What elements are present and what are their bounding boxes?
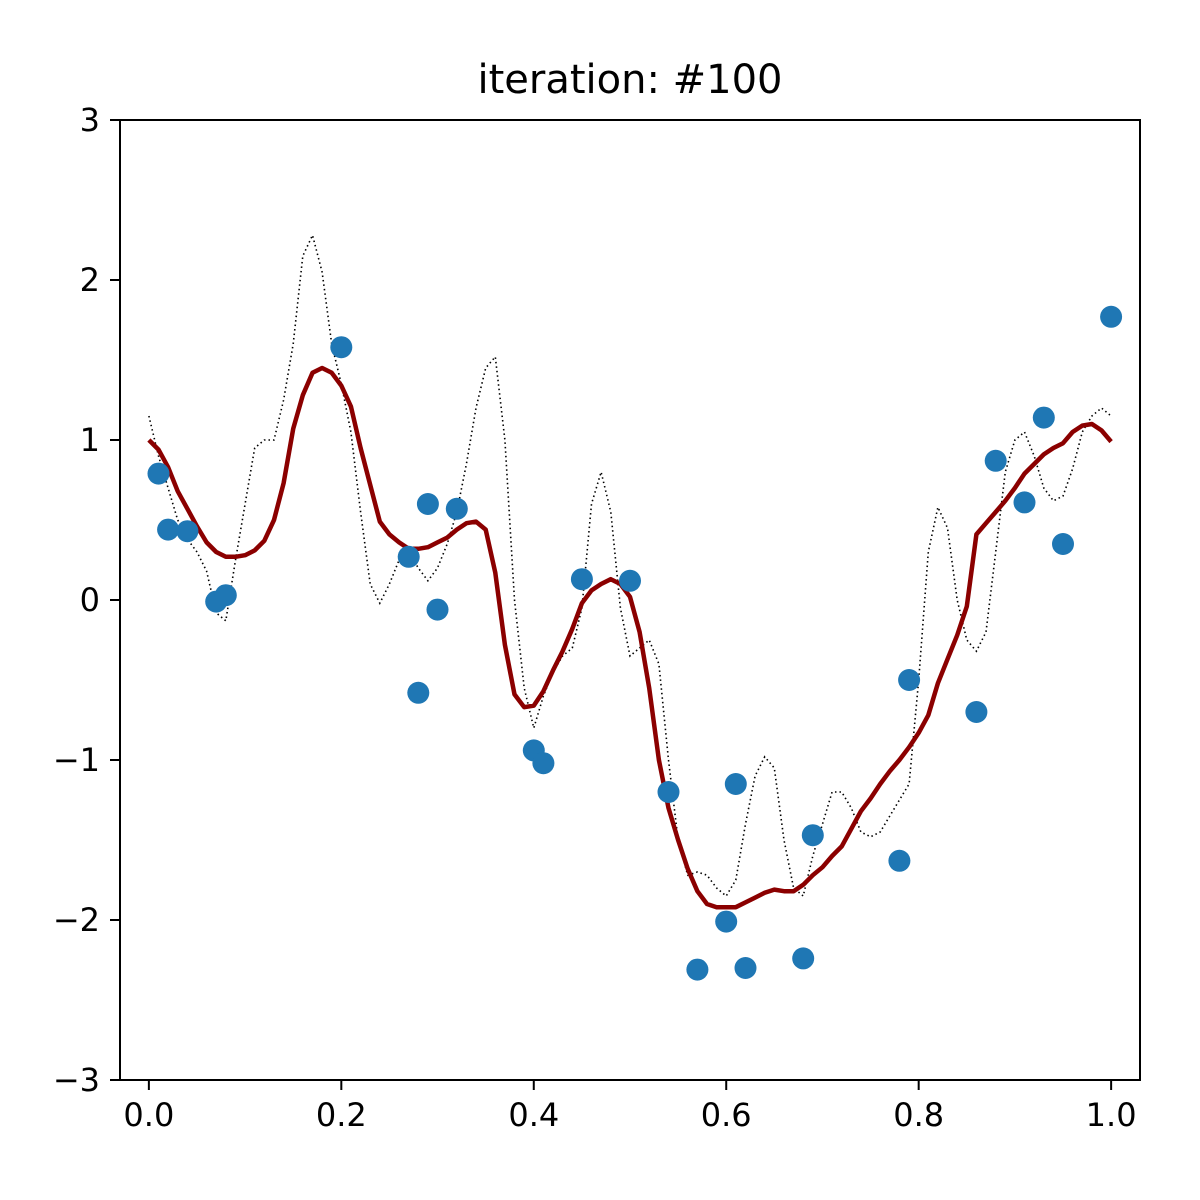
y-tick-label: 0: [80, 581, 100, 619]
data-point: [397, 545, 420, 568]
reference-line: [148, 232, 1112, 898]
y-tick-label: 1: [80, 421, 100, 459]
data-point: [801, 824, 824, 847]
data-point: [426, 598, 449, 621]
data-point: [147, 462, 170, 485]
data-point: [407, 681, 430, 704]
data-point: [1100, 305, 1123, 328]
data-point: [619, 569, 641, 592]
y-tick-label: −3: [53, 1061, 100, 1099]
x-tick-label: 0.6: [701, 1096, 752, 1134]
data-point: [898, 669, 921, 691]
data-point: [1013, 491, 1036, 514]
y-tick-label: 2: [80, 261, 100, 299]
chart-title: iteration: #100: [477, 57, 782, 103]
y-tick-label: −1: [53, 741, 100, 779]
data-point: [657, 781, 680, 803]
data-point: [416, 493, 439, 515]
data-point: [965, 701, 988, 723]
data-point: [214, 584, 237, 607]
data-point: [176, 520, 199, 543]
y-tick-label: −2: [53, 901, 100, 939]
plot-area: 0.0 0.2 0.4 0.6 0.8 1.0 −3 −2 −1 0 1 2 3: [53, 101, 1141, 1134]
data-point: [330, 336, 353, 359]
x-tick-label: 0.8: [893, 1096, 944, 1134]
x-tick-label: 0.2: [316, 1096, 367, 1134]
data-point: [724, 773, 747, 795]
data-point: [157, 518, 180, 541]
data-point: [570, 568, 593, 591]
data-point: [1032, 406, 1055, 429]
y-tick-label: 3: [80, 101, 100, 139]
data-point: [792, 947, 815, 970]
x-tick-label: 1.0: [1086, 1096, 1137, 1134]
x-tick-label: 0.0: [123, 1096, 174, 1134]
data-point: [1052, 533, 1074, 555]
x-tick-label: 0.4: [508, 1096, 559, 1134]
data-point: [888, 849, 911, 872]
data-point: [715, 910, 738, 933]
fit-line: [147, 365, 1113, 910]
data-point: [984, 449, 1007, 472]
data-point: [445, 497, 468, 520]
data-point: [686, 958, 709, 981]
data-point: [734, 957, 757, 979]
data-point: [532, 752, 555, 775]
